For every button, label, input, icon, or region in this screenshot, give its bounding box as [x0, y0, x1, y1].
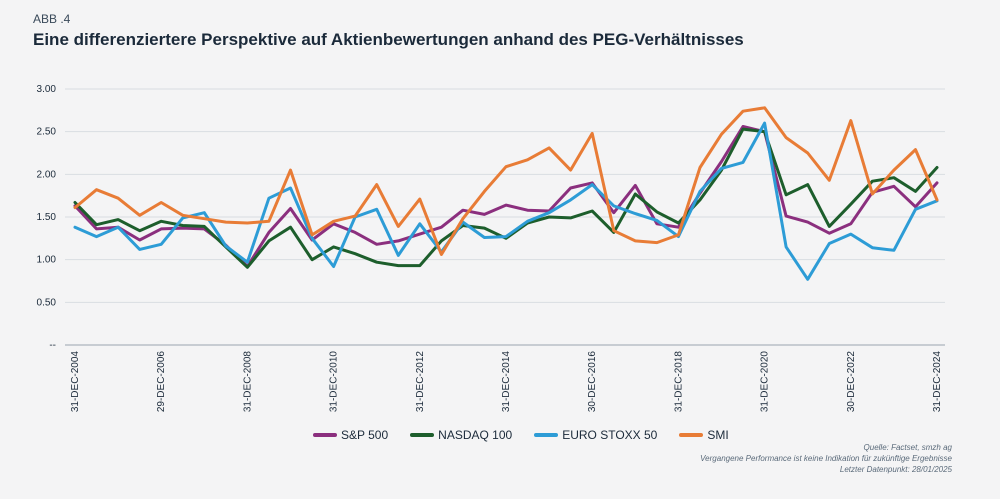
series-line-s-p-500: [73, 125, 939, 268]
legend-label: NASDAQ 100: [438, 428, 513, 442]
legend-label: S&P 500: [341, 428, 389, 442]
datapoint-note: Letzter Datenpunkt: 28/01/2025: [839, 465, 952, 474]
source-note: Quelle: Factset, smzh ag: [863, 443, 952, 452]
y-tick-label: 0.50: [37, 297, 57, 308]
x-axis-ticks: 31-DEC-2004 29-DEC-2006 31-DEC-2008 31-DEC-…: [70, 351, 943, 413]
series-line-euro-stoxx-50: [73, 121, 939, 281]
x-tick-label: 31-DEC-2014: [501, 351, 512, 413]
legend-swatch: [410, 433, 435, 437]
x-tick-label: 30-DEC-2016: [587, 351, 598, 413]
x-tick-label: 31-DEC-2020: [760, 351, 771, 413]
legend-swatch: [534, 433, 559, 437]
legend-item: S&P 500: [313, 428, 388, 442]
x-tick-label: 29-DEC-2006: [156, 351, 167, 413]
y-tick-label: 1.50: [37, 212, 57, 223]
x-tick-label: 31-DEC-2024: [932, 351, 943, 413]
legend-label: SMI: [707, 428, 729, 442]
line-chart: -- 0.50 1.00 1.50 2.00 2.50 3.00 31-DEC-2004 29…: [37, 84, 945, 413]
x-tick-label: 31-DEC-2008: [242, 351, 253, 413]
legend-swatch: [313, 433, 337, 437]
x-tick-label: 31-DEC-2004: [70, 351, 81, 413]
disclaimer-note: Vergangene Performance ist keine Indikat…: [700, 454, 952, 463]
series-lines: [73, 106, 939, 281]
y-tick-label: 1.00: [37, 255, 57, 266]
x-tick-label: 30-DEC-2022: [846, 351, 857, 413]
legend-item: EURO STOXX 50: [534, 428, 657, 442]
y-tick-label: 3.00: [37, 84, 57, 95]
x-tick-label: 31-DEC-2012: [415, 351, 426, 413]
y-tick-label: 2.50: [37, 127, 57, 138]
y-axis-ticks: -- 0.50 1.00 1.50 2.00 2.50 3.00: [37, 84, 57, 351]
grid-lines: [65, 88, 945, 346]
x-tick-label: 31-DEC-2010: [329, 351, 340, 413]
figure-label: ABB .4: [33, 12, 71, 26]
legend-item: SMI: [679, 428, 729, 442]
legend: S&P 500 NASDAQ 100 EURO STOXX 50 SMI: [313, 428, 751, 442]
y-tick-label: --: [49, 340, 56, 351]
x-tick-label: 31-DEC-2018: [673, 351, 684, 413]
page-title: Eine differenziertere Perspektive auf Ak…: [33, 30, 744, 49]
series-line-smi: [73, 106, 939, 256]
legend-item: NASDAQ 100: [410, 428, 512, 442]
legend-label: EURO STOXX 50: [562, 428, 658, 442]
y-tick-label: 2.00: [37, 169, 57, 180]
chart-notes: Quelle: Factset, smzh ag Vergangene Perf…: [700, 442, 952, 475]
legend-swatch: [679, 433, 704, 437]
series-line-nasdaq-100: [73, 127, 939, 269]
